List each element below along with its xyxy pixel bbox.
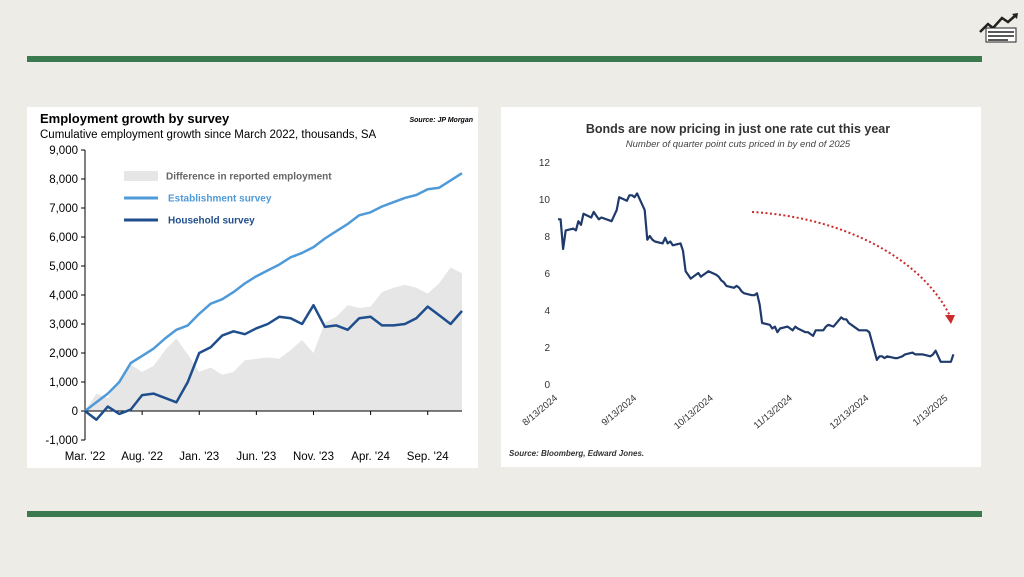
rate-cut-chart: Bonds are now pricing in just one rate c… — [509, 122, 955, 458]
y-tick-label: 6,000 — [49, 232, 78, 244]
y-tick-label: 6 — [544, 269, 550, 280]
y-tick-label: -1,000 — [45, 435, 78, 447]
y-tick-label: 2 — [544, 343, 550, 354]
household-line — [84, 303, 463, 421]
trend-arrow — [751, 211, 951, 317]
y-tick-label: 4 — [544, 306, 550, 317]
x-tick-label: Apr. '24 — [351, 451, 390, 463]
rate-cut-line — [558, 192, 955, 363]
y-tick-label: 4,000 — [49, 290, 78, 302]
x-tick-label: Jan. '23 — [179, 451, 219, 463]
y-tick-label: 7,000 — [49, 203, 78, 215]
x-tick-label: Sep. '24 — [407, 451, 449, 463]
y-tick-label: 10 — [539, 195, 551, 206]
chart-title: Bonds are now pricing in just one rate c… — [586, 122, 890, 136]
x-tick-label: 9/13/2024 — [600, 393, 639, 429]
x-tick-label: Nov. '23 — [293, 451, 334, 463]
finance-logo-icon — [979, 13, 1018, 43]
y-tick-label: 8 — [544, 232, 550, 243]
x-tick-label: 10/13/2024 — [672, 393, 715, 432]
chart-source: Source: Bloomberg, Edward Jones. — [509, 449, 644, 458]
y-tick-label: 0 — [544, 380, 550, 391]
legend-label-establishment: Establishment survey — [168, 194, 272, 205]
legend-label-household: Household survey — [168, 216, 255, 227]
trend-arrow-head — [945, 315, 955, 324]
chart-legend: Difference in reported employment Establ… — [124, 171, 332, 227]
y-tick-label: 9,000 — [49, 145, 78, 157]
establishment-line — [84, 172, 463, 412]
bottom-divider — [27, 511, 982, 517]
employment-growth-chart: Employment growth by survey Source: JP M… — [40, 111, 473, 463]
x-tick-label: 1/13/2025 — [911, 393, 950, 429]
chart-title: Employment growth by survey — [40, 111, 230, 126]
x-tick-label: 11/13/2024 — [752, 393, 795, 432]
y-tick-label: 5,000 — [49, 261, 78, 273]
chart-source: Source: JP Morgan — [409, 117, 473, 124]
y-tick-label: 3,000 — [49, 319, 78, 331]
difference-area — [85, 267, 462, 411]
y-tick-label: 12 — [539, 158, 551, 169]
employment-chart-panel: Employment growth by survey Source: JP M… — [27, 107, 478, 468]
top-divider — [27, 56, 982, 62]
x-tick-label: 12/13/2024 — [828, 393, 871, 432]
legend-label-difference: Difference in reported employment — [166, 172, 332, 183]
x-tick-label: 8/13/2024 — [520, 393, 559, 429]
x-tick-label: Aug. '22 — [121, 451, 163, 463]
chart-subtitle: Cumulative employment growth since March… — [40, 129, 377, 141]
x-tick-label: Jun. '23 — [236, 451, 276, 463]
rate-cut-chart-panel: Bonds are now pricing in just one rate c… — [501, 107, 981, 467]
y-tick-label: 8,000 — [49, 174, 78, 186]
y-tick-label: 1,000 — [49, 377, 78, 389]
y-tick-label: 2,000 — [49, 348, 78, 360]
chart-subtitle: Number of quarter point cuts priced in b… — [626, 139, 851, 150]
legend-swatch-difference — [124, 171, 158, 181]
y-tick-label: 0 — [72, 406, 78, 418]
x-tick-label: Mar. '22 — [65, 451, 106, 463]
